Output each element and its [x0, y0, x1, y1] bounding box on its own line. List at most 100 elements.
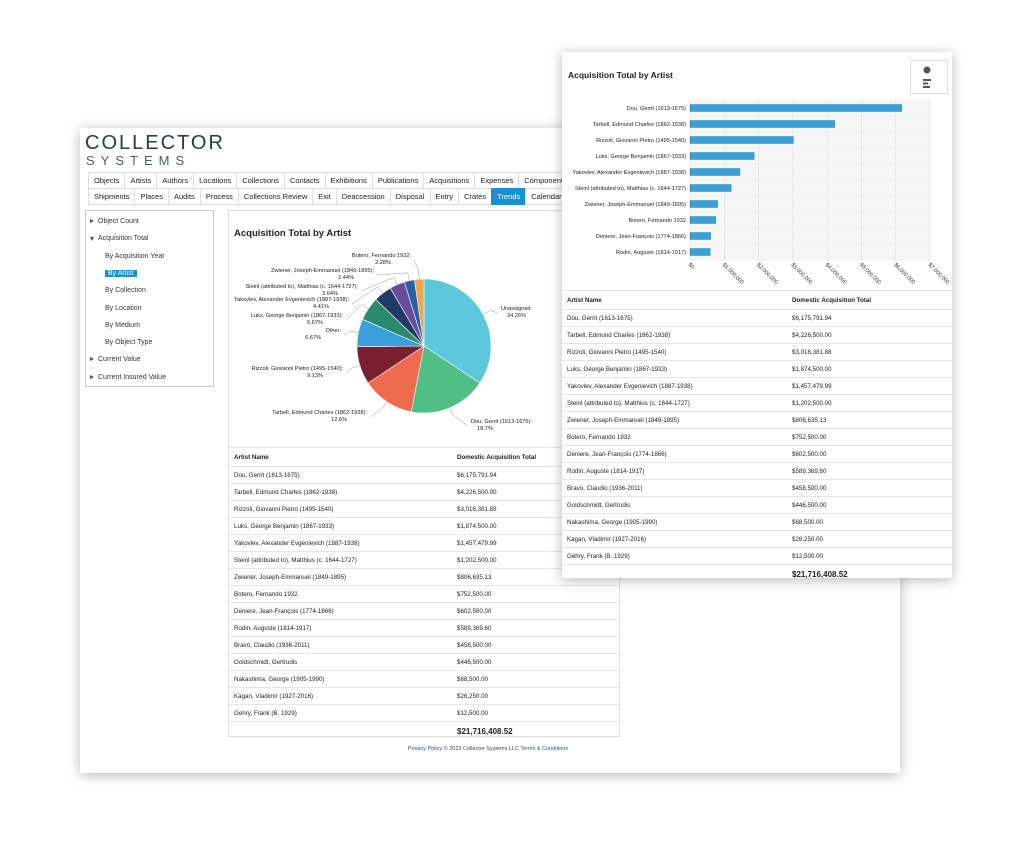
sidebar-subitem[interactable]: By Location [105, 302, 142, 315]
artist-name: Gehry, Frank (B. 1929) [229, 704, 452, 722]
bar-icon[interactable] [923, 86, 930, 88]
table-row: Nakashima, George (1905-1990) $68,500.00 [229, 670, 619, 688]
table-row: Tarbell, Edmund Charles (1862-1938) $4,22… [229, 483, 619, 501]
nav-tab[interactable]: Disposal [389, 188, 431, 205]
artist-name: Rodin, Auguste (1814-1917) [562, 462, 787, 480]
nav-tab[interactable]: Expenses [474, 172, 520, 189]
slice-percent: 9.13% [307, 373, 323, 379]
acquisition-total: $602,500.00 [787, 445, 952, 463]
table-row: Kagan, Vladimir (1927-2016) $26,250.00 [562, 530, 952, 548]
nav-tab[interactable]: Exhibitions [324, 172, 373, 189]
chart-type-switch[interactable] [910, 60, 948, 94]
leader-line [369, 401, 387, 418]
x-tick-label: $2,000,000 [755, 262, 779, 286]
table-row: Nakashima, George (1905-1990) $68,500.00 [562, 513, 952, 531]
nav-tab[interactable]: Locations [193, 172, 238, 189]
y-tick-label: Yakovlev, Alexander Evgenievich (1887-19… [572, 170, 686, 176]
grand-total: $21,716,408.52 [452, 721, 619, 740]
table-row: Botero, Fernando 1932 $752,500.00 [229, 585, 619, 603]
acquisition-total: $1,874,500.00 [787, 360, 952, 378]
nav-row: Objects Artists Authors Locations Collection… [88, 172, 602, 189]
slice-percent: 2.44% [338, 275, 354, 281]
nav-tab[interactable]: Shipments [88, 188, 136, 205]
footer: Privacy Policy © 2023 Collector Systems … [80, 746, 896, 752]
table-row: Goldschmidt, Gertrudis $446,500.00 [562, 496, 952, 514]
bar [689, 184, 732, 192]
nav-tab[interactable]: Calendar [525, 188, 568, 205]
artist-name: Nakashima, George (1905-1990) [229, 670, 452, 688]
slice-percent: 5.67% [307, 320, 323, 326]
bar-icon[interactable] [923, 82, 928, 85]
y-tick-label: Luks, George Benjamin (1867-1933) [596, 154, 687, 160]
report-title: Acquisition Total by Artist [234, 228, 352, 239]
nav-tab[interactable]: Collections Review [237, 188, 314, 205]
leader-line [343, 330, 359, 336]
sidebar-subitem[interactable]: By Object Type [105, 336, 152, 349]
y-tick-label: Rodin, Auguste (1814-1917) [616, 250, 686, 256]
table-row: Kagan, Vladimir (1927-2016) $26,250.00 [229, 687, 619, 705]
leader-line [482, 310, 499, 315]
sidebar-subitem[interactable]: By Medium [105, 319, 140, 332]
total-spacer [229, 721, 452, 740]
table-row: Bravo, Claudio (1936-2011) $458,500.00 [229, 636, 619, 654]
pie-icon[interactable] [923, 66, 931, 74]
nav-tab[interactable]: Trends [491, 188, 527, 205]
nav-tab[interactable]: Publications [371, 172, 425, 189]
acquisition-total: $12,500.00 [787, 547, 952, 565]
nav-tab[interactable]: Entry [429, 188, 460, 205]
nav-tab[interactable]: Crates [458, 188, 493, 205]
sidebar-item[interactable]: Object Count [86, 215, 211, 228]
sidebar-sublabel: By Medium [105, 321, 141, 329]
y-tick-label: Rizzoli, Giovanni Pietro (1495-1540) [596, 138, 686, 144]
bar [689, 248, 711, 256]
bar-icon[interactable] [923, 79, 931, 81]
expand-arrow [90, 219, 94, 223]
y-tick-label: Deniere, Jean-François (1774-1866) [596, 234, 686, 240]
table-row: Gehry, Frank (B. 1929) $12,500.00 [229, 704, 619, 722]
sidebar-item[interactable]: Current Insured Value [86, 371, 211, 384]
sidebar-subitem[interactable]: By Artist [105, 267, 137, 280]
bar [689, 120, 836, 128]
artist-name: Zwiener, Joseph-Emmanuel (1849-1895) [229, 568, 452, 586]
nav-tab[interactable]: Contacts [283, 172, 326, 189]
artist-name: Kagan, Vladimir (1927-2016) [562, 530, 787, 548]
nav-tab[interactable]: Exit [312, 188, 337, 205]
sidebar-item[interactable]: Current Value [86, 353, 211, 366]
acquisition-total: $4,226,500.00 [787, 326, 952, 344]
y-tick-label: Tarbell, Edmund Charles (1862-1938) [593, 122, 686, 128]
sidebar-item[interactable]: Acquisition Total [86, 232, 211, 245]
acquisition-total: $68,500.00 [787, 513, 952, 531]
nav-tab[interactable]: Process [199, 188, 239, 205]
artist-name: Luks, George Benjamin (1867-1933) [229, 517, 452, 535]
slice-percent: 3.64% [322, 291, 338, 297]
nav-tab[interactable]: Places [134, 188, 169, 205]
table-row: Rizzoli, Giovanni Pietro (1495-1540) $3,0… [562, 343, 952, 361]
nav-tab[interactable]: Collections [236, 172, 285, 189]
table-row: Rizzoli, Giovanni Pietro (1495-1540) $3,0… [229, 500, 619, 518]
artist-name: Deniere, Jean-François (1774-1866) [229, 602, 452, 620]
sidebar-subitem[interactable]: By Collection [105, 284, 146, 297]
nav-tab[interactable]: Audits [167, 188, 201, 205]
total-row: $21,716,408.52 [562, 564, 952, 578]
sidebar-sublabel: By Collection [105, 287, 146, 295]
nav-tab[interactable]: Authors [156, 172, 195, 189]
nav-tab[interactable]: Acquisitions [423, 172, 476, 189]
table-row: Steinl (attributed to), Matthius (c. 164… [229, 551, 619, 569]
column-header: Artist Name [229, 447, 452, 467]
report-table: Artist Name Domestic Acquisition Total Dou… [229, 447, 619, 740]
x-tick-label: $4,000,000 [824, 262, 848, 286]
privacy-link[interactable]: Privacy Policy [407, 746, 443, 752]
terms-link[interactable]: Terms & Conditions [520, 746, 569, 752]
x-tick-label: $6,000,000 [892, 262, 916, 286]
table-row: Goldschmidt, Gertrudis $446,500.00 [229, 653, 619, 671]
copyright: © 2023 Collector Systems LLC [443, 746, 519, 752]
table-row: Zwiener, Joseph-Emmanuel (1849-1895) $806… [229, 568, 619, 586]
slice-label: Other: [325, 328, 341, 334]
nav-tab[interactable]: Artists [124, 172, 158, 189]
sidebar-subitem[interactable]: By Acquisition Year [105, 250, 165, 263]
sidebar-sublabel: By Artist [105, 269, 137, 277]
nav-tab[interactable]: Objects [88, 172, 126, 189]
artist-name: Rodin, Auguste (1814-1917) [229, 619, 452, 637]
nav-tab[interactable]: Deaccession [335, 188, 391, 205]
